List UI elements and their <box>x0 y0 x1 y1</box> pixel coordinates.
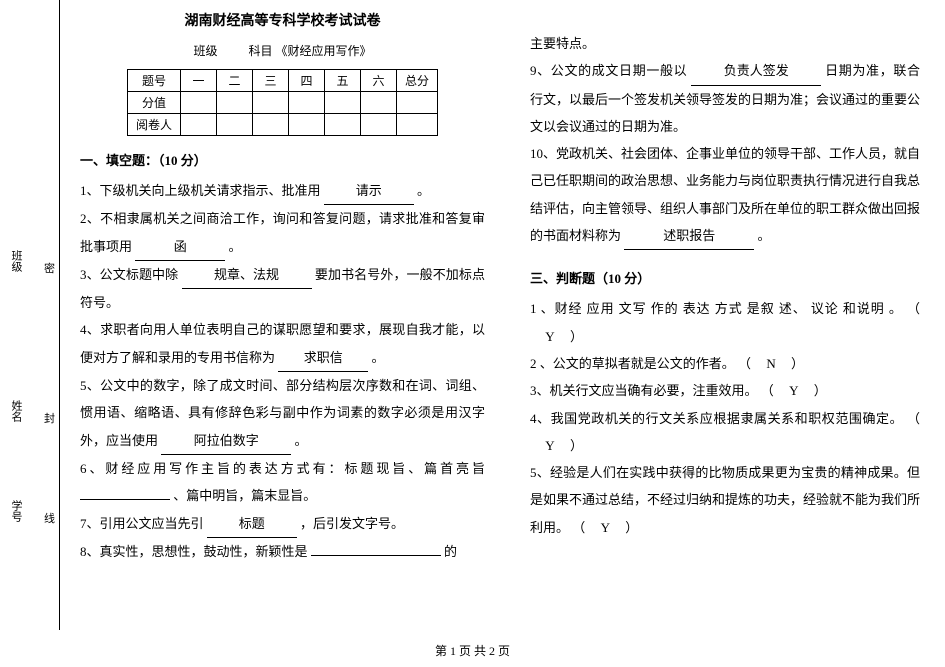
cell <box>181 92 217 114</box>
q6: 6、财经应用写作主旨的表达方式有：标题现旨、篇首亮旨 、篇中明旨，篇末显旨。 <box>80 455 485 510</box>
class-label: 班级 <box>193 44 217 58</box>
answer-blank: 函 <box>135 233 225 261</box>
section3-title: 三、判断题（10 分） <box>530 268 920 287</box>
q4: 4、求职者向用人单位表明自己的谋职愿望和要求，展现自我才能，以便对方了解和录用的… <box>80 316 485 372</box>
q10: 10、党政机关、社会团体、企事业单位的领导干部、工作人员，就自己已任职期间的政治… <box>530 140 920 250</box>
exam-title: 湖南财经高等专科学校考试试卷 <box>80 10 485 30</box>
q-text: 7、引用公文应当先引 <box>80 516 204 531</box>
binding-margin: 班级 密 姓名 封 学号 线 <box>0 0 60 630</box>
answer-blank: 述职报告 <box>624 222 754 250</box>
cell <box>325 114 361 136</box>
j4: 4、我国党政机关的行文关系应根据隶属关系和职权范围确定。 （Y） <box>530 405 920 460</box>
q-text: 。 <box>758 228 771 243</box>
row-label: 阅卷人 <box>127 114 180 136</box>
q-text: 1 、财经 应用 文写 作的 表达 方式 是叙 述、 议论 和说明 。 <box>530 301 903 316</box>
q-text: 、篇中明旨，篇末显旨。 <box>173 488 316 503</box>
answer-blank <box>311 555 441 556</box>
q-text: 3、机关行文应当确有必要，注重效用。 <box>530 383 758 398</box>
j5: 5、经验是人们在实践中获得的比物质成果更为宝贵的精神成果。但是如果不通过总结，不… <box>530 459 920 541</box>
cell <box>289 114 325 136</box>
col-header: 二 <box>217 70 253 92</box>
margin-id-label: 学号 <box>8 500 24 522</box>
q7: 7、引用公文应当先引 标题 ，后引发文字号。 <box>80 510 485 538</box>
cell <box>397 114 438 136</box>
answer-blank <box>80 499 170 500</box>
answer-blank: 负责人签发 <box>691 57 821 85</box>
q-text: 1、下级机关向上级机关请求指示、批准用 <box>80 183 321 198</box>
q5: 5、公文中的数字，除了成文时间、部分结构层次序数和在词、词组、惯用语、缩略语、具… <box>80 372 485 455</box>
q2: 2、不相隶属机关之间商洽工作，询问和答复问题，请求批准和答复审批事项用 函 。 <box>80 205 485 261</box>
judge-answer: Y <box>530 323 570 350</box>
col-header: 四 <box>289 70 325 92</box>
section1-title: 一、填空题：（10 分） <box>80 150 485 169</box>
cell <box>217 92 253 114</box>
judge-answer: Y <box>585 514 625 541</box>
q-text: 的 <box>444 544 457 559</box>
j3: 3、机关行文应当确有必要，注重效用。 （Y） <box>530 377 920 404</box>
margin-class-label: 班级 <box>8 250 24 272</box>
table-row: 阅卷人 <box>127 114 437 136</box>
cell <box>397 92 438 114</box>
col-header: 五 <box>325 70 361 92</box>
margin-name-label: 姓名 <box>8 400 24 422</box>
row-label: 分值 <box>127 92 180 114</box>
col-header: 题号 <box>127 70 180 92</box>
judge-answer: Y <box>774 377 814 404</box>
score-table: 题号 一 二 三 四 五 六 总分 分值 阅卷人 <box>127 69 438 136</box>
q-text: 3、公文标题中除 <box>80 267 178 282</box>
q-text: 9、公文的成文日期一般以 <box>530 63 687 78</box>
table-row: 分值 <box>127 92 437 114</box>
cell <box>361 114 397 136</box>
judge-answer: N <box>751 350 791 377</box>
subject-value: 《财经应用写作》 <box>276 44 372 58</box>
answer-blank: 求职信 <box>278 344 368 372</box>
j1: 1 、财经 应用 文写 作的 表达 方式 是叙 述、 议论 和说明 。 （Y） <box>530 295 920 350</box>
q-text: 。 <box>229 239 242 254</box>
cell <box>217 114 253 136</box>
col-header: 一 <box>181 70 217 92</box>
q-text: 。 <box>417 183 430 198</box>
cell <box>289 92 325 114</box>
col-header: 总分 <box>397 70 438 92</box>
answer-blank: 规章、法规 <box>182 261 312 289</box>
q-text: 2 、公文的草拟者就是公文的作者。 <box>530 356 735 371</box>
q-text: 。 <box>372 350 385 365</box>
col-header: 三 <box>253 70 289 92</box>
q1: 1、下级机关向上级机关请求指示、批准用 请示 。 <box>80 177 485 205</box>
cell <box>253 92 289 114</box>
cell <box>181 114 217 136</box>
cell <box>253 114 289 136</box>
exam-subtitle: 班级 科目 《财经应用写作》 <box>80 42 485 59</box>
judge-answer: Y <box>530 432 570 459</box>
q9: 9、公文的成文日期一般以 负责人签发 日期为准，联合行文，以最后一个签发机关领导… <box>530 57 920 140</box>
q3: 3、公文标题中除 规章、法规 要加书名号外，一般不加标点符号。 <box>80 261 485 317</box>
q-text: ，后引发文字号。 <box>300 516 404 531</box>
q-text: 4、我国党政机关的行文关系应根据隶属关系和职权范围确定。 <box>530 411 903 426</box>
j2: 2 、公文的草拟者就是公文的作者。 （N） <box>530 350 920 377</box>
q8-cont: 主要特点。 <box>530 30 920 57</box>
margin-seal-char3: 线 <box>44 510 55 526</box>
answer-blank: 标题 <box>207 510 297 538</box>
page-footer: 第 1 页 共 2 页 <box>0 642 945 659</box>
answer-blank: 请示 <box>324 177 414 205</box>
page-container: 班级 密 姓名 封 学号 线 湖南财经高等专科学校考试试卷 班级 科目 《财经应… <box>0 0 945 630</box>
q-text: 6、财经应用写作主旨的表达方式有：标题现旨、篇首亮旨 <box>80 461 485 476</box>
left-column: 湖南财经高等专科学校考试试卷 班级 科目 《财经应用写作》 题号 一 二 三 四… <box>60 0 510 630</box>
q-text: 。 <box>295 433 308 448</box>
cell <box>325 92 361 114</box>
subject-label: 科目 <box>248 44 272 58</box>
answer-blank: 阿拉伯数字 <box>161 427 291 455</box>
margin-seal-char1: 密 <box>44 260 55 276</box>
right-column: 主要特点。 9、公文的成文日期一般以 负责人签发 日期为准，联合行文，以最后一个… <box>510 0 945 630</box>
table-header-row: 题号 一 二 三 四 五 六 总分 <box>127 70 437 92</box>
q-text: 8、真实性，思想性，鼓动性，新颖性是 <box>80 544 308 559</box>
margin-seal-char2: 封 <box>44 410 55 426</box>
cell <box>361 92 397 114</box>
q8: 8、真实性，思想性，鼓动性，新颖性是 的 <box>80 538 485 565</box>
col-header: 六 <box>361 70 397 92</box>
